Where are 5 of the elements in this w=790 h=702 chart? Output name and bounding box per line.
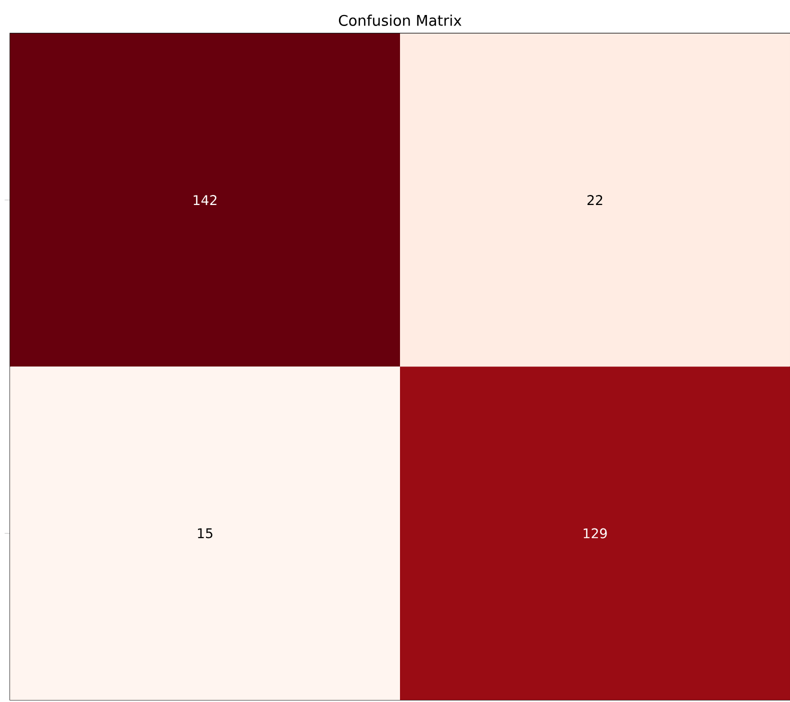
- data-label: 22: [588, 195, 602, 205]
- chart-title: Confusion Matrix: [338, 14, 462, 26]
- data-label: 15: [198, 528, 212, 538]
- data-label: 142: [194, 195, 216, 205]
- data-label: 129: [584, 528, 607, 538]
